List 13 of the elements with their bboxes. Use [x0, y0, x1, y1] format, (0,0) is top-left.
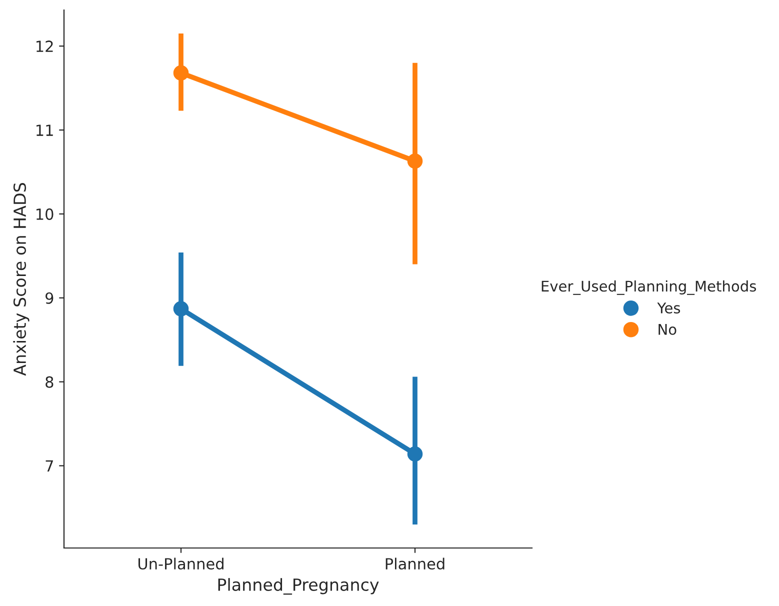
- y-tick-label: 11: [36, 124, 53, 136]
- y-tick-label: 10: [36, 208, 54, 220]
- y-tick-label: 12: [36, 40, 53, 52]
- x-tick-label: Planned: [386, 558, 444, 570]
- y-tick-label: 8: [46, 376, 54, 388]
- legend-label: No: [658, 324, 676, 335]
- y-tick-label: 9: [46, 292, 54, 304]
- legend-title: Ever_Used_Planning_Methods: [542, 280, 756, 295]
- legend-label: Yes: [657, 302, 680, 314]
- x-tick-label: Un-Planned: [138, 558, 224, 570]
- y-axis-title: Anxiety Score on HADS: [13, 183, 30, 376]
- x-axis-title: Planned_Pregnancy: [218, 578, 379, 595]
- y-tick-label: 7: [46, 460, 53, 472]
